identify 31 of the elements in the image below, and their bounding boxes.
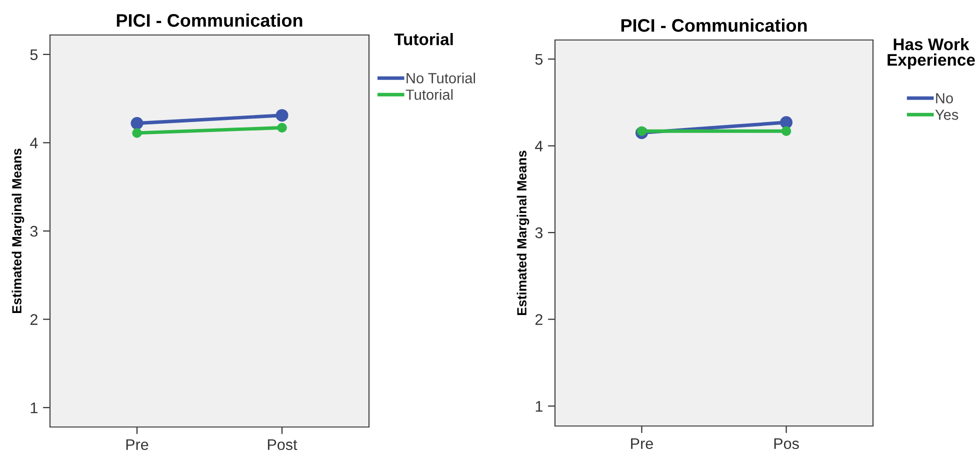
point [277,122,287,133]
y-tick-label: 4 [30,138,38,148]
y-tick-label: 5 [535,54,543,65]
y-tick-label: 3 [535,227,543,238]
legend-title: Tutorial [394,33,453,46]
y-axis-title: Estimated Marginal Means [516,150,530,315]
x-tick-label: Pre [631,438,653,450]
y-tick-label: 5 [30,49,38,60]
y-axis-title: Estimated Marginal Means [12,148,24,313]
chart-title: PICI - Communication [116,14,302,27]
point [781,126,792,136]
legend-label: Yes [935,110,958,120]
point [780,116,793,129]
y-tick-label: 2 [30,314,38,325]
y-tick-label: 1 [536,401,542,412]
point [130,117,144,130]
legend-title: Has Work Experience [888,38,975,70]
x-tick-label: Post [268,439,298,450]
point [636,126,647,136]
y-tick-label: 4 [535,140,543,152]
x-tick-label: Pre [126,439,148,450]
y-tick-label: 3 [30,226,38,237]
point [276,109,288,122]
point [132,128,142,138]
y-tick-label: 2 [535,314,542,325]
chart-title: PICI - Communication [621,18,807,32]
legend-label: Tutorial [406,89,453,100]
y-tick-label: 1 [30,402,38,414]
x-tick-label: Pos [774,438,799,450]
legend-label: No Tutorial [406,72,476,84]
legend-label: No [936,93,953,104]
